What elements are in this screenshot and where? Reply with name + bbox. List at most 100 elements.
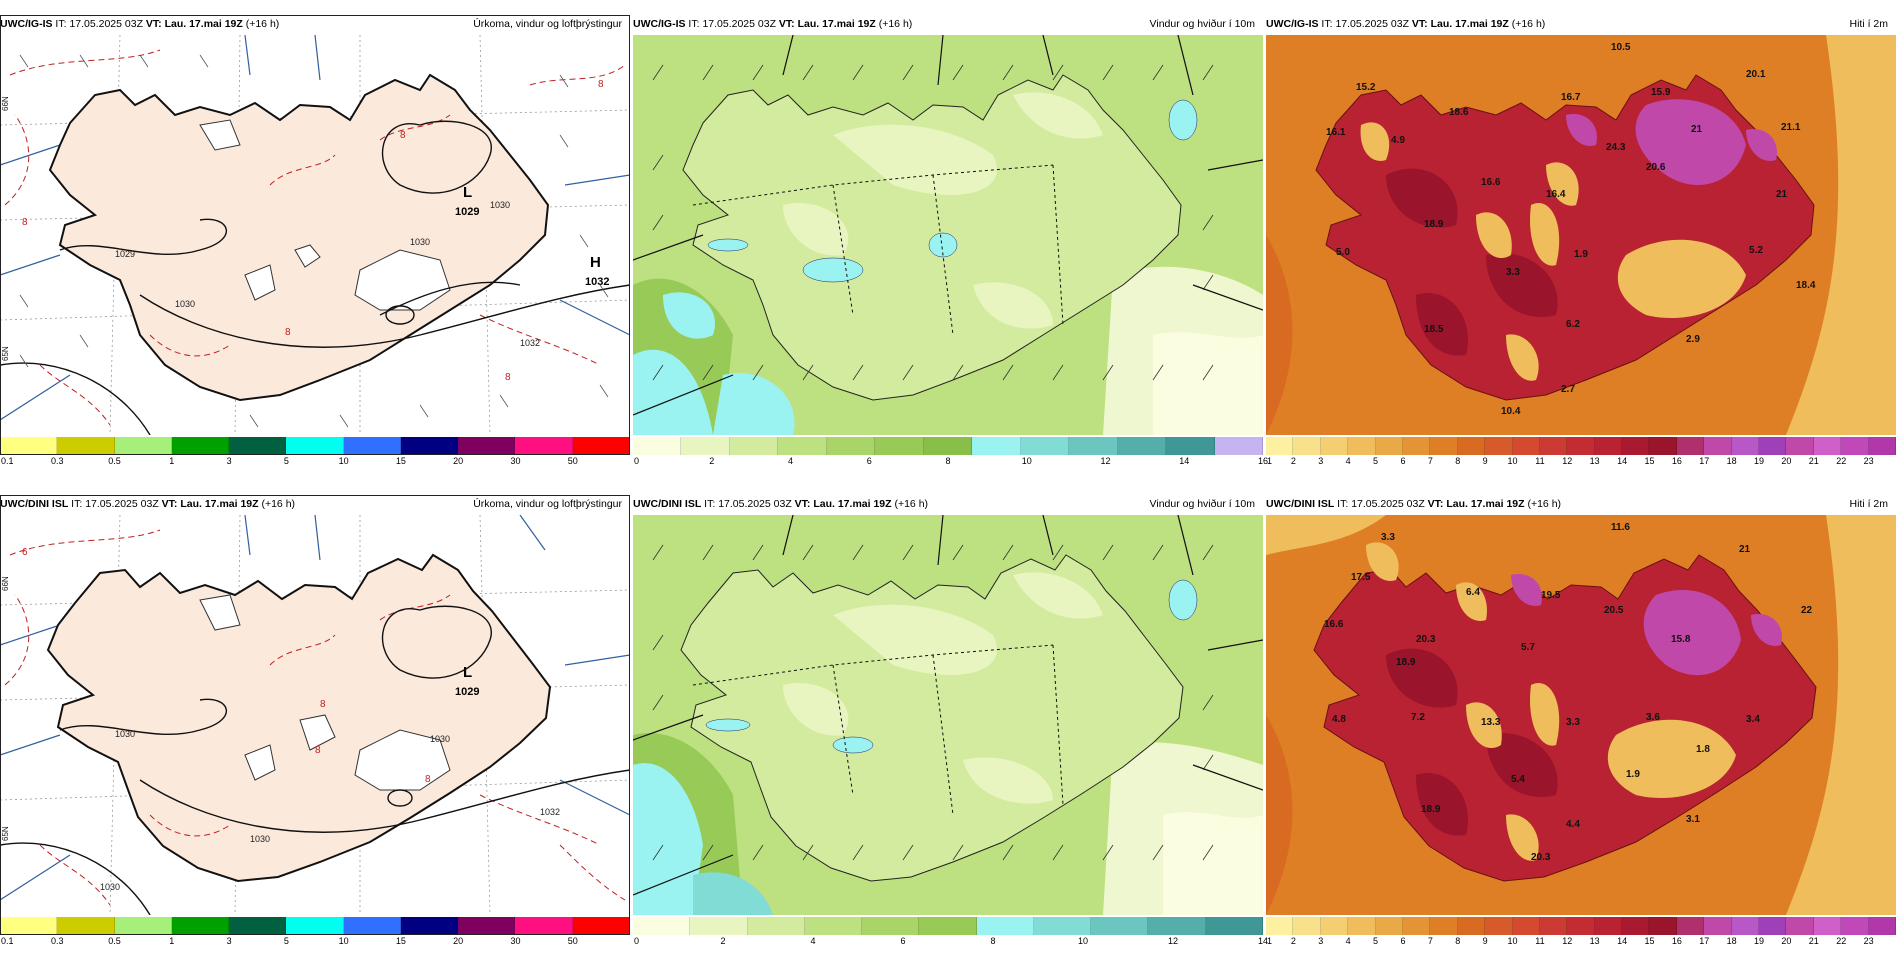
colorbar-swatch	[57, 437, 115, 455]
isobar-label: 1030	[430, 734, 450, 744]
colorbar-swatch	[286, 437, 344, 455]
colorbar-tick-label: 14	[1179, 456, 1190, 466]
panel-temp-dini: UWC/DINI ISL IT: 17.05.2025 03Z VT: Lau.…	[1266, 495, 1896, 955]
colorbar-swatch	[1731, 437, 1760, 455]
it-label: IT:	[1337, 498, 1349, 510]
temp-label: 1.8	[1696, 744, 1710, 755]
temp-label: 16.6	[1481, 177, 1501, 188]
precip-label: 8	[285, 327, 291, 338]
colorbar-tick-label: 1	[1267, 456, 1273, 466]
colorbar-swatch	[1033, 917, 1092, 935]
colorbar-swatch	[1539, 437, 1568, 455]
colorbar-swatch	[690, 917, 748, 935]
temp-label: 16.7	[1561, 92, 1581, 103]
colorbar	[0, 917, 630, 935]
isobar-label: 1030	[175, 299, 195, 309]
model-name: UWC/IG-IS	[1266, 18, 1319, 30]
colorbar-tick-label: 2	[1290, 936, 1296, 946]
colorbar-tick-label: 22	[1836, 936, 1847, 946]
temp-label: 16.6	[1324, 619, 1344, 630]
model-name: UWC/DINI ISL	[633, 498, 702, 510]
colorbar-ticks: 1 2 3 4 5 6 7 8 9 10 11 12 13 14 15 16 17 18 19 20 21 22 23	[1266, 456, 1896, 470]
temp-label: 15.9	[1651, 87, 1671, 98]
field-label: Hiti í 2m	[1849, 18, 1888, 30]
colorbar-swatch	[1704, 437, 1732, 455]
precip-label: 8	[598, 79, 604, 90]
colorbar-swatch	[1091, 917, 1149, 935]
colorbar-swatch	[114, 917, 172, 935]
colorbar-swatch	[1266, 917, 1294, 935]
colorbar-tick-label: 5	[283, 936, 289, 946]
precip-label: 8	[425, 774, 431, 785]
temp-label: 10.5	[1611, 42, 1631, 53]
isobar-label: 1030	[410, 237, 430, 247]
colorbar-tick-label: 15	[395, 936, 406, 946]
colorbar-tick-label: 1	[169, 456, 175, 466]
colorbar-swatch	[1375, 437, 1403, 455]
temp-label: 3.4	[1746, 714, 1760, 725]
lead-time: (+16 h)	[878, 18, 913, 30]
colorbar-tick-label: 3	[226, 456, 232, 466]
init-time: 17.05.2025 03Z	[1351, 498, 1425, 510]
colorbar-swatch	[343, 437, 401, 455]
colorbar-swatch	[729, 437, 779, 455]
colorbar-swatch	[1457, 917, 1486, 935]
vt-label: VT:	[161, 498, 178, 510]
colorbar-swatch	[804, 917, 863, 935]
valid-time: Lau. 17.mai 19Z	[797, 18, 876, 30]
colorbar-tick-label: 2	[1290, 456, 1296, 466]
lead-time: (+16 h)	[261, 498, 296, 510]
temp-label: 3.3	[1506, 267, 1520, 278]
colorbar-tick-label: 0.1	[1, 456, 14, 466]
colorbar-tick-label: 6	[866, 456, 872, 466]
colorbar-tick-label: 15	[1644, 456, 1655, 466]
colorbar-tick-label: 18	[1726, 456, 1737, 466]
model-name: UWC/IG-IS	[633, 18, 686, 30]
colorbar-tick-label: 30	[510, 936, 521, 946]
colorbar-tick-label: 4	[810, 936, 816, 946]
colorbar-tick-label: 1	[169, 936, 175, 946]
temp-label: 15.8	[1671, 634, 1691, 645]
colorbar-swatch	[1594, 917, 1623, 935]
colorbar-tick-label: 9	[1482, 456, 1488, 466]
wind-map	[633, 515, 1263, 915]
isobar-label: 1030	[250, 834, 270, 844]
precip-label: 8	[22, 217, 28, 228]
temp-label: 2.9	[1686, 334, 1700, 345]
colorbar-swatch	[458, 437, 516, 455]
colorbar-tick-label: 0.5	[108, 936, 121, 946]
model-name: UWC/DINI ISL	[0, 498, 69, 510]
colorbar-tick-label: 3	[1318, 936, 1324, 946]
colorbar-swatch	[1539, 917, 1568, 935]
colorbar-swatch	[1148, 917, 1206, 935]
colorbar-swatch	[1622, 917, 1650, 935]
colorbar-swatch	[1430, 437, 1458, 455]
colorbar-swatch	[1348, 437, 1376, 455]
colorbar-swatch	[1375, 917, 1403, 935]
colorbar-swatch	[862, 917, 920, 935]
colorbar-swatch	[1649, 437, 1677, 455]
colorbar-swatch	[343, 917, 401, 935]
colorbar-tick-label: 14	[1257, 936, 1269, 946]
it-label: IT:	[55, 18, 67, 30]
temp-label: 18.6	[1449, 107, 1469, 118]
colorbar-swatch	[515, 917, 573, 935]
colorbar-tick-label: 30	[510, 456, 521, 466]
colorbar-swatch	[1731, 917, 1760, 935]
panel-header: UWC/DINI ISL IT: 17.05.2025 03Z VT: Lau.…	[1266, 495, 1896, 513]
colorbar-swatch	[1457, 437, 1486, 455]
colorbar-swatch	[875, 437, 924, 455]
field-label: Úrkoma, vindur og loftþrýstingur	[473, 498, 622, 510]
colorbar-swatch	[1622, 437, 1650, 455]
colorbar-tick-label: 1	[1267, 936, 1273, 946]
temp-label: 20.3	[1416, 634, 1436, 645]
colorbar-tick-label: 20	[453, 456, 464, 466]
valid-time: Lau. 17.mai 19Z	[1446, 498, 1525, 510]
colorbar-tick-label: 0	[634, 936, 640, 946]
temp-label: 15.2	[1356, 82, 1376, 93]
wind-map	[633, 35, 1263, 435]
colorbar-swatch	[1485, 437, 1513, 455]
colorbar-tick-label: 16	[1257, 456, 1269, 466]
colorbar-tick-label: 50	[567, 936, 578, 946]
vt-label: VT:	[1411, 18, 1428, 30]
